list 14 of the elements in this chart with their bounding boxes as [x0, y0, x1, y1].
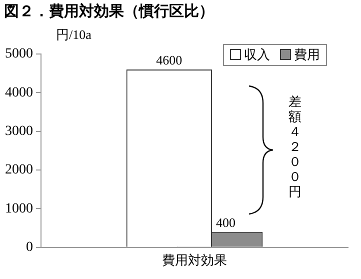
data-label: 4600 — [156, 52, 182, 68]
y-tick-label: 5000 — [5, 46, 33, 62]
text: 収入 — [243, 46, 270, 64]
annotation: 差額４２００円 — [288, 94, 302, 199]
y-tick-label: 4000 — [5, 85, 33, 100]
y-axis-title: 円/10a — [56, 26, 92, 44]
y-tick-label: 0 — [26, 240, 33, 256]
data-label: 400 — [216, 214, 236, 230]
y-tick-label: 2000 — [5, 162, 33, 178]
legend-label: 費用 — [293, 46, 320, 64]
chart-title: 図２．費用対効果（慣行区比） — [4, 2, 214, 21]
y-tick-label: 1000 — [5, 201, 33, 216]
x-tick-label: 費用対効果 — [162, 252, 227, 268]
y-tick-label: 3000 — [5, 124, 33, 140]
